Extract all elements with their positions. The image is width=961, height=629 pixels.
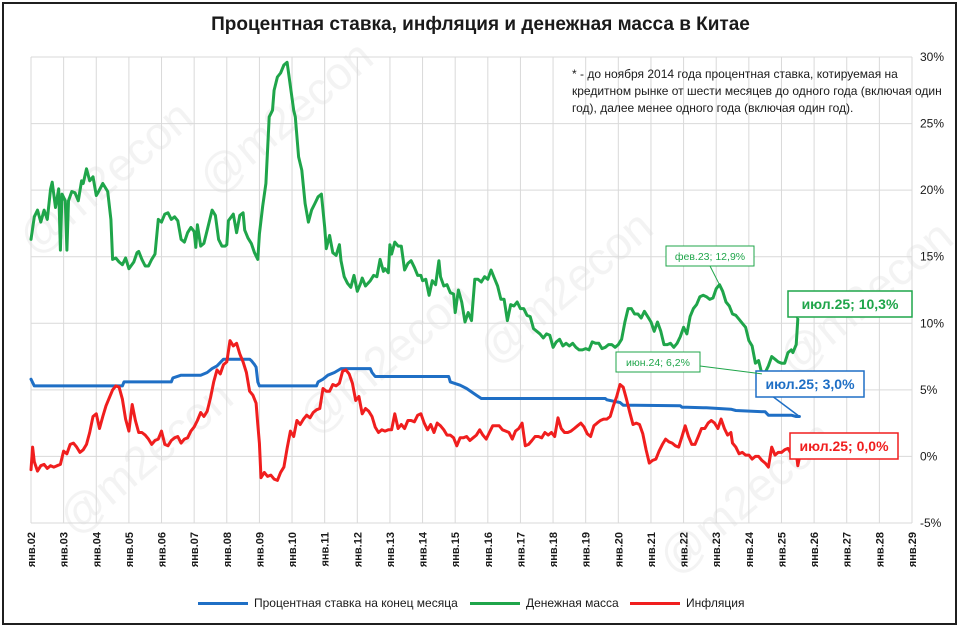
annotation-box-money_low [615, 351, 701, 373]
x-tick-label: янв.27 [842, 532, 854, 567]
annotation-box-infl_last [789, 432, 899, 460]
x-tick-label: янв.08 [222, 532, 234, 567]
x-tick-label: янв.24 [744, 531, 756, 567]
x-tick-label: янв.10 [287, 532, 299, 567]
legend-swatch-rate [198, 601, 248, 605]
legend-item-rate: Процентная ставка на конец месяца [198, 596, 458, 610]
x-tick-label: янв.26 [809, 532, 821, 567]
annotation-label-infl_last: июл.25; 0,0% [799, 438, 889, 454]
chart-note: * - до ноября 2014 года процентная ставк… [572, 67, 942, 115]
legend-item-money: Денежная масса [470, 596, 619, 610]
annotation-box-money_peak [665, 245, 755, 267]
legend-swatch-money [470, 601, 520, 605]
y-tick-label: 25% [920, 117, 944, 131]
x-tick-label: янв.03 [59, 532, 71, 567]
y-tick-label: 20% [920, 183, 944, 197]
x-tick-label: янв.12 [352, 532, 364, 567]
y-tick-label: 0% [920, 449, 938, 463]
annotation-label-money_last: июл.25; 10,3% [802, 296, 899, 312]
x-tick-label: янв.17 [515, 532, 527, 567]
y-tick-label: 30% [920, 50, 944, 64]
series-line-inflation [29, 339, 805, 482]
x-tick-label: янв.05 [124, 532, 136, 567]
x-tick-label: янв.07 [189, 532, 201, 567]
series-line-money [29, 60, 800, 376]
x-tick-label: янв.28 [874, 532, 886, 567]
y-tick-label: 5% [920, 383, 938, 397]
x-tick-label: янв.22 [679, 532, 691, 567]
annotation-box-rate_last [755, 370, 865, 398]
legend-label-money: Денежная масса [526, 596, 619, 610]
legend-label-rate: Процентная ставка на конец месяца [254, 596, 458, 610]
annotation-label-rate_last: июл.25; 3,0% [765, 376, 855, 392]
x-tick-label: янв.23 [711, 532, 723, 567]
x-tick-label: янв.06 [157, 532, 169, 567]
x-tick-label: янв.14 [418, 531, 430, 567]
annotation-leader-money_peak [709, 265, 720, 285]
x-tick-label: янв.15 [450, 532, 462, 567]
annotation-box-money_last [787, 290, 913, 318]
annotation-label-money_peak: фев.23; 12,9% [675, 251, 745, 263]
legend-label-inflation: Инфляция [686, 596, 745, 610]
x-tick-label: янв.18 [548, 532, 560, 567]
y-tick-label: 15% [920, 250, 944, 264]
y-tick-label: -5% [920, 516, 942, 530]
x-tick-label: янв.02 [26, 532, 38, 567]
legend-item-inflation: Инфляция [630, 596, 744, 610]
annotation-leader-money_low [699, 365, 762, 375]
series-line-rate [29, 357, 801, 418]
chart-title: Процентная ставка, инфляция и денежная м… [211, 14, 750, 35]
x-tick-label: янв.25 [776, 532, 788, 567]
x-tick-label: янв.29 [907, 532, 919, 567]
x-tick-label: янв.04 [91, 531, 103, 567]
x-tick-label: янв.19 [581, 532, 593, 567]
legend-swatch-inflation [630, 601, 680, 605]
x-tick-label: янв.21 [646, 532, 658, 567]
x-tick-label: янв.16 [483, 532, 495, 567]
x-tick-label: янв.09 [254, 532, 266, 567]
y-tick-label: 10% [920, 316, 944, 330]
x-tick-label: янв.13 [385, 532, 397, 567]
annotation-label-money_low: июн.24; 6,2% [626, 357, 690, 369]
x-tick-label: янв.11 [320, 532, 332, 567]
x-tick-label: янв.20 [613, 532, 625, 567]
